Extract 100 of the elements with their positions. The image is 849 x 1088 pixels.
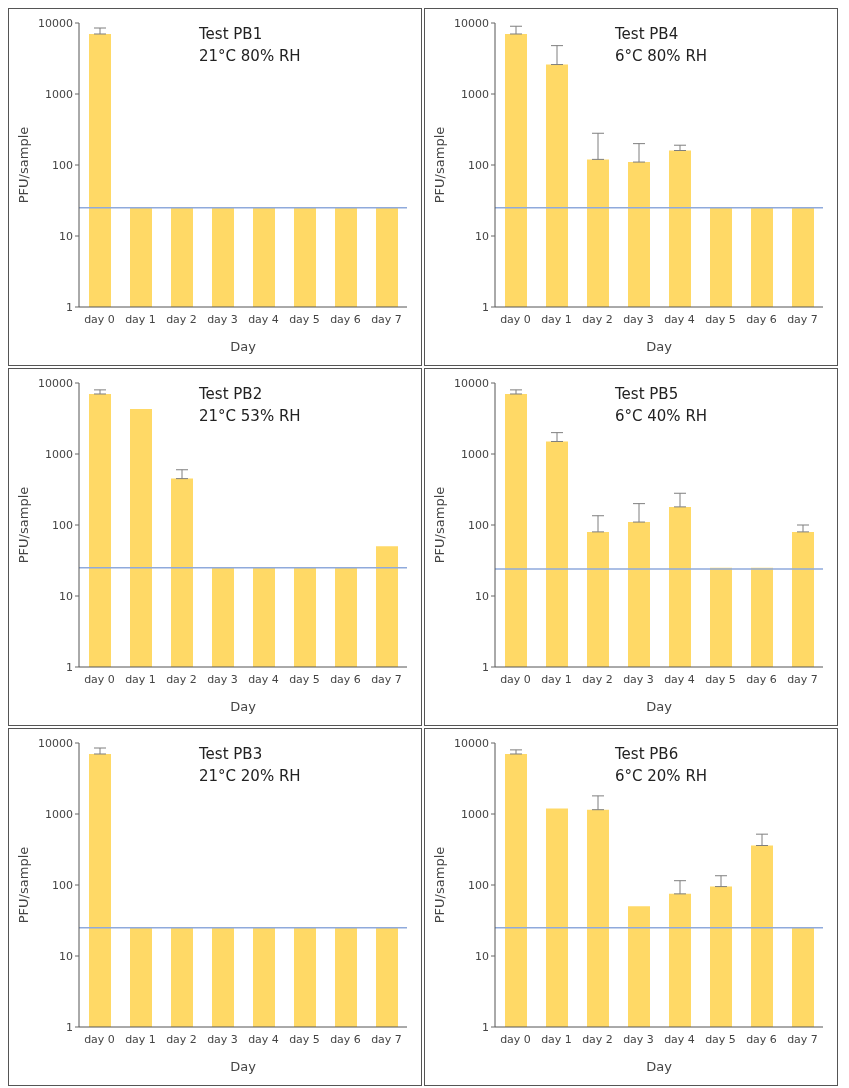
y-tick-label: 100 — [468, 518, 489, 532]
chart-title: Test PB6 — [615, 744, 680, 765]
y-axis-title: PFU/sample — [431, 846, 447, 924]
x-tick-label: day 5 — [289, 312, 320, 326]
x-tick-label: day 5 — [705, 312, 736, 326]
x-tick-label: day 4 — [248, 1032, 279, 1046]
y-tick-label: 10 — [475, 229, 489, 243]
x-tick-label: day 2 — [582, 672, 613, 686]
x-tick-label: day 4 — [664, 672, 695, 686]
y-tick-label: 1 — [66, 300, 73, 314]
y-tick-label: 100 — [52, 518, 73, 532]
text: 21°C 80% RH — [199, 46, 301, 67]
text: 6°C 40% RH — [615, 406, 708, 427]
x-tick-label: day 2 — [166, 672, 197, 686]
x-tick-label: day 5 — [289, 1032, 320, 1046]
y-tick-label: 1 — [482, 1020, 489, 1034]
x-tick-label: day 6 — [330, 672, 361, 686]
x-tick-label: day 3 — [623, 1032, 654, 1046]
x-tick-label: day 0 — [500, 1032, 531, 1046]
x-tick-label: day 7 — [371, 672, 402, 686]
x-tick-label: day 7 — [787, 312, 818, 326]
y-tick-label: 1 — [66, 660, 73, 674]
y-axis-title: PFU/sample — [431, 486, 447, 564]
x-axis-title: Day — [646, 339, 673, 354]
y-tick-label: 10000 — [38, 736, 73, 750]
y-tick-label: 1000 — [45, 87, 73, 101]
y-axis-title: PFU/sample — [15, 846, 31, 924]
x-tick-label: day 3 — [207, 1032, 238, 1046]
x-tick-label: day 1 — [125, 1032, 156, 1046]
y-tick-label: 100 — [52, 878, 73, 892]
x-tick-label: day 0 — [84, 1032, 115, 1046]
chart-title: Test PB2 — [199, 384, 264, 405]
x-tick-label: day 0 — [84, 672, 115, 686]
text: 21°C 53% RH — [199, 406, 301, 427]
x-tick-label: day 0 — [500, 672, 531, 686]
x-tick-label: day 5 — [705, 672, 736, 686]
y-tick-label: 1 — [66, 1020, 73, 1034]
x-tick-label: day 7 — [787, 672, 818, 686]
x-tick-label: day 2 — [166, 1032, 197, 1046]
y-tick-label: 10000 — [454, 736, 489, 750]
y-axis-title: PFU/sample — [15, 486, 31, 564]
x-tick-label: day 0 — [500, 312, 531, 326]
x-tick-label: day 2 — [582, 312, 613, 326]
text: 21°C 20% RH — [199, 766, 301, 787]
y-tick-label: 1000 — [45, 807, 73, 821]
y-tick-label: 100 — [52, 158, 73, 172]
chart-title: Test PB4 — [615, 24, 680, 45]
y-tick-label: 1000 — [45, 447, 73, 461]
y-tick-label: 10 — [59, 589, 73, 603]
x-tick-label: day 6 — [746, 672, 777, 686]
y-tick-label: 100 — [468, 878, 489, 892]
x-axis-title: Day — [230, 1059, 257, 1074]
x-tick-label: day 3 — [207, 672, 238, 686]
x-tick-label: day 4 — [248, 312, 279, 326]
text: 6°C 80% RH — [615, 46, 708, 67]
y-tick-label: 10 — [59, 229, 73, 243]
y-tick-label: 1000 — [461, 807, 489, 821]
x-axis-title: Day — [230, 339, 257, 354]
y-tick-label: 10000 — [38, 16, 73, 30]
y-tick-label: 100 — [468, 158, 489, 172]
y-tick-label: 1 — [482, 300, 489, 314]
y-tick-label: 10 — [475, 949, 489, 963]
x-tick-label: day 6 — [330, 312, 361, 326]
y-tick-label: 10000 — [454, 16, 489, 30]
x-tick-label: day 2 — [582, 1032, 613, 1046]
x-tick-label: day 4 — [664, 1032, 695, 1046]
y-axis-title: PFU/sample — [431, 126, 447, 204]
x-tick-label: day 6 — [746, 1032, 777, 1046]
x-tick-label: day 0 — [84, 312, 115, 326]
x-tick-label: day 1 — [125, 672, 156, 686]
x-tick-label: day 1 — [541, 672, 572, 686]
x-tick-label: day 1 — [125, 312, 156, 326]
x-tick-label: day 2 — [166, 312, 197, 326]
x-tick-label: day 6 — [746, 312, 777, 326]
y-tick-label: 10 — [475, 589, 489, 603]
x-tick-label: day 7 — [371, 1032, 402, 1046]
x-tick-label: day 7 — [371, 312, 402, 326]
y-tick-label: 10 — [59, 949, 73, 963]
y-tick-label: 1 — [482, 660, 489, 674]
chart-title: Test PB5 — [615, 384, 680, 405]
x-axis-title: Day — [646, 1059, 673, 1074]
chart-title: Test PB3 — [199, 744, 264, 765]
x-tick-label: day 5 — [705, 1032, 736, 1046]
x-tick-label: day 3 — [207, 312, 238, 326]
y-axis-title: PFU/sample — [15, 126, 31, 204]
y-tick-label: 1000 — [461, 87, 489, 101]
text: 6°C 20% RH — [615, 766, 708, 787]
x-tick-label: day 5 — [289, 672, 320, 686]
x-tick-label: day 1 — [541, 1032, 572, 1046]
x-tick-label: day 3 — [623, 672, 654, 686]
x-tick-label: day 1 — [541, 312, 572, 326]
chart-title: Test PB1 — [199, 24, 264, 45]
x-axis-title: Day — [230, 699, 257, 714]
x-tick-label: day 4 — [664, 312, 695, 326]
x-tick-label: day 3 — [623, 312, 654, 326]
x-axis-title: Day — [646, 699, 673, 714]
x-tick-label: day 6 — [330, 1032, 361, 1046]
y-tick-label: 1000 — [461, 447, 489, 461]
y-tick-label: 10000 — [454, 376, 489, 390]
x-tick-label: day 4 — [248, 672, 279, 686]
